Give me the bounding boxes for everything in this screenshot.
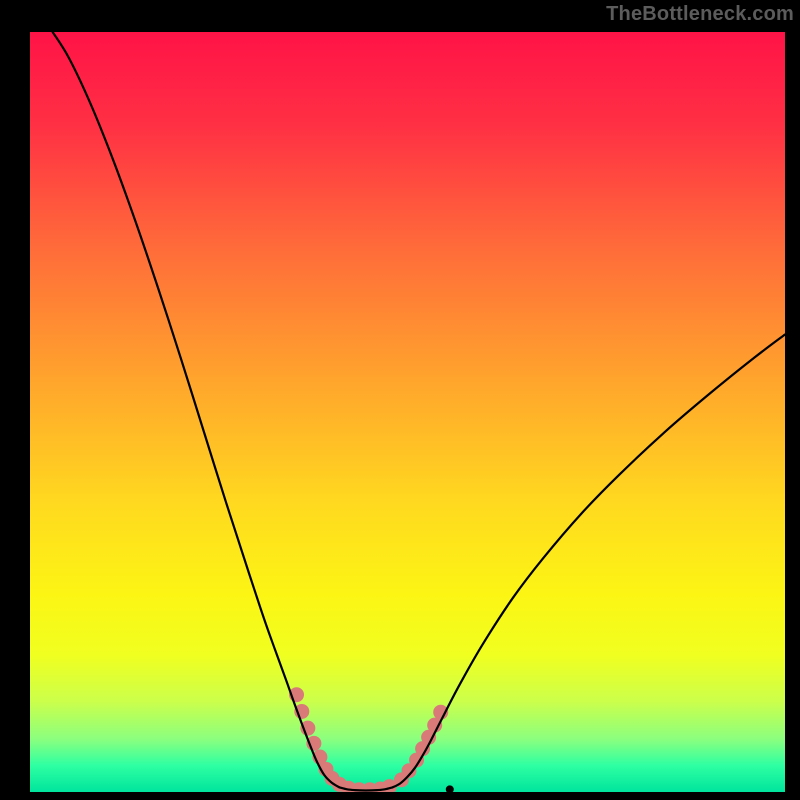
- gradient-background: [30, 32, 785, 792]
- watermark-text: TheBottleneck.com: [606, 3, 794, 26]
- highlight-marker: [427, 718, 442, 733]
- plot-svg: [30, 32, 785, 792]
- stage: TheBottleneck.com: [0, 0, 800, 800]
- plot-frame: [30, 32, 785, 792]
